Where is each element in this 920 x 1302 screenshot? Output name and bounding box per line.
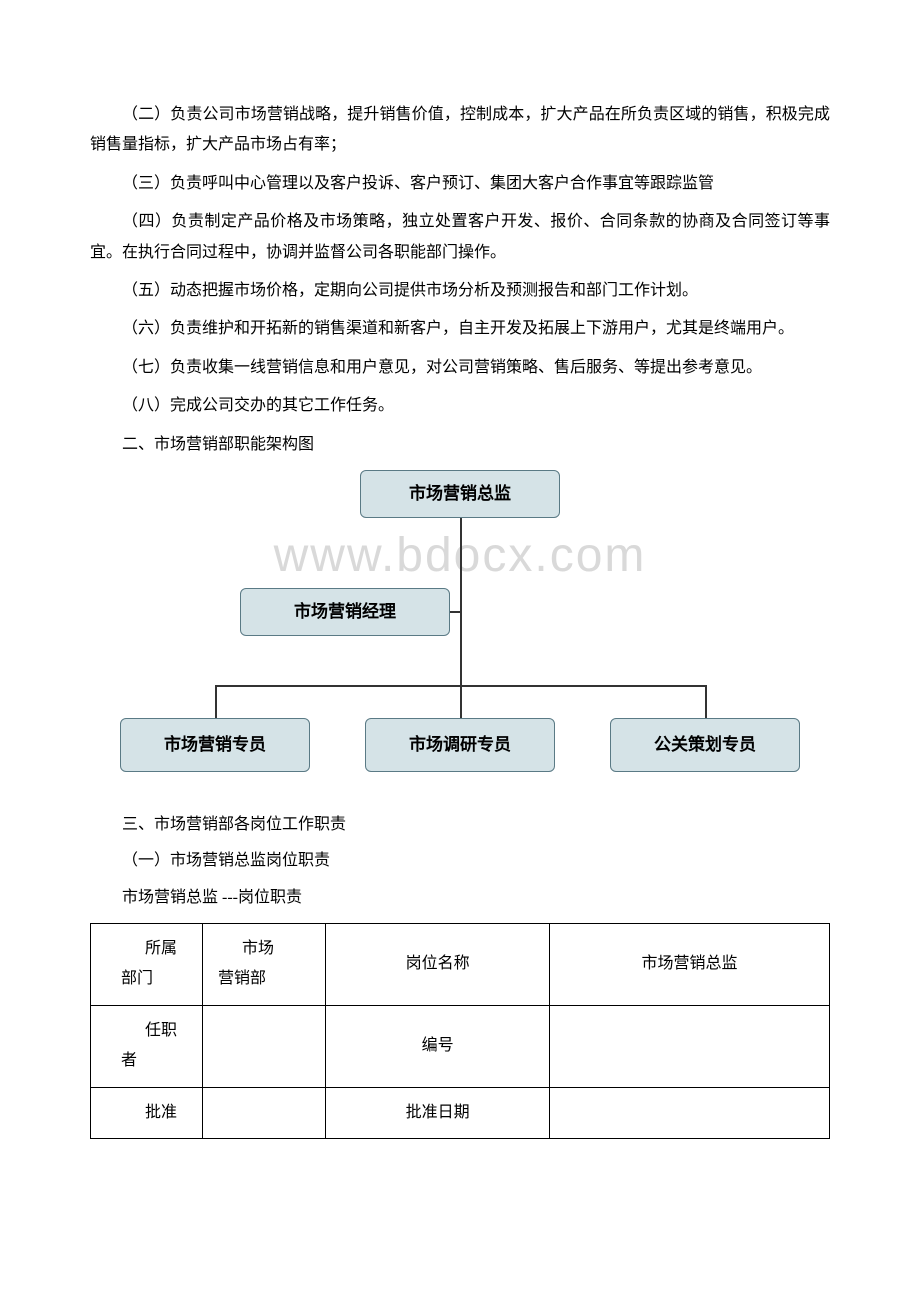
section-3-sub2: 市场营销总监 ---岗位职责 — [90, 883, 830, 913]
cell-line: 营销部 — [218, 964, 325, 994]
table-cell-dept-value: 市场 营销部 — [202, 924, 325, 1006]
table-cell-incumbent-label: 任职 者 — [91, 1005, 203, 1087]
table-cell-approve-date-label: 批准日期 — [326, 1087, 550, 1138]
cell-line: 部门 — [121, 964, 202, 994]
cell-line: 所属 — [121, 934, 202, 964]
table-cell-incumbent-value — [202, 1005, 325, 1087]
table-cell-number-value — [550, 1005, 830, 1087]
table-row: 批准 批准日期 — [91, 1087, 830, 1138]
paragraph-3: （三）负责呼叫中心管理以及客户投诉、客户预订、集团大客户合作事宜等跟踪监管 — [90, 169, 830, 199]
table-row: 任职 者 编号 — [91, 1005, 830, 1087]
cell-line: 者 — [121, 1046, 202, 1076]
org-connector-drop-spec3 — [705, 685, 707, 718]
org-node-manager: 市场营销经理 — [240, 588, 450, 636]
job-table: 所属 部门 市场 营销部 岗位名称 市场营销总监 任职 者 编号 批准 批准日期 — [90, 923, 830, 1139]
cell-line: 批准 — [121, 1098, 202, 1128]
paragraph-4: （四）负责制定产品价格及市场策略，独立处置客户开发、报价、合同条款的协商及合同签… — [90, 207, 830, 268]
paragraph-6: （六）负责维护和开拓新的销售渠道和新客户，自主开发及拓展上下游用户，尤其是终端用… — [90, 314, 830, 344]
table-cell-approve-date-value — [550, 1087, 830, 1138]
paragraph-2: （二）负责公司市场营销战略，提升销售价值，控制成本，扩大产品在所负责区域的销售，… — [90, 100, 830, 161]
org-node-spec-pr: 公关策划专员 — [610, 718, 800, 772]
table-row: 所属 部门 市场 营销部 岗位名称 市场营销总监 — [91, 924, 830, 1006]
table-cell-dept-label: 所属 部门 — [91, 924, 203, 1006]
table-cell-approve-label: 批准 — [91, 1087, 203, 1138]
section-2-title: 二、市场营销部职能架构图 — [90, 430, 830, 460]
table-cell-position-value: 市场营销总监 — [550, 924, 830, 1006]
cell-line: 任职 — [121, 1016, 202, 1046]
org-connector-trunk — [460, 518, 462, 718]
org-connector-to-manager — [450, 611, 462, 613]
paragraph-5: （五）动态把握市场价格，定期向公司提供市场分析及预测报告和部门工作计划。 — [90, 276, 830, 306]
org-node-spec-research: 市场调研专员 — [365, 718, 555, 772]
section-3-sub1: （一）市场营销总监岗位职责 — [90, 846, 830, 876]
org-node-director: 市场营销总监 — [360, 470, 560, 518]
org-connector-bottom-bus — [215, 685, 705, 687]
org-connector-drop-spec1 — [215, 685, 217, 718]
paragraph-8: （八）完成公司交办的其它工作任务。 — [90, 391, 830, 421]
table-cell-number-label: 编号 — [326, 1005, 550, 1087]
paragraph-7: （七）负责收集一线营销信息和用户意见，对公司营销策略、售后服务、等提出参考意见。 — [90, 353, 830, 383]
cell-line: 市场 — [218, 934, 325, 964]
section-3-title: 三、市场营销部各岗位工作职责 — [90, 810, 830, 840]
table-cell-approve-value — [202, 1087, 325, 1138]
org-node-spec-marketing: 市场营销专员 — [120, 718, 310, 772]
org-chart: www.bdocx.com 市场营销总监 市场营销经理 市场营销专员 市场调研专… — [120, 470, 800, 790]
table-cell-position-label: 岗位名称 — [326, 924, 550, 1006]
